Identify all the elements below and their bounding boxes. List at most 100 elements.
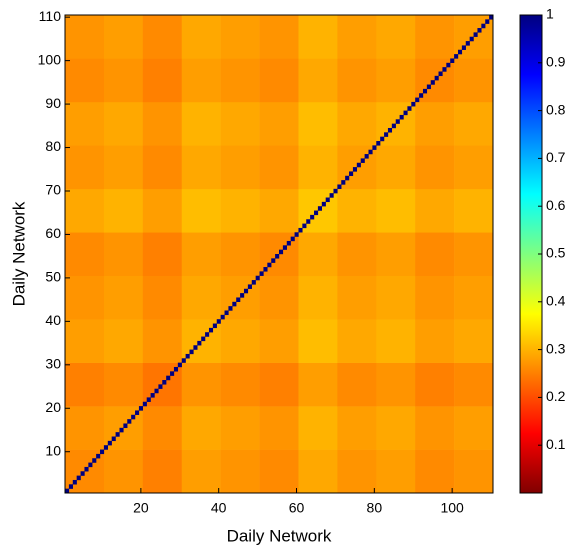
heat-cell (220, 449, 260, 494)
diagonal-cell (481, 23, 486, 29)
heat-cell (220, 101, 260, 146)
heat-cell (298, 362, 338, 407)
heat-cell (259, 145, 299, 190)
diagonal-cell (177, 362, 182, 368)
heat-cell (337, 15, 377, 59)
heat-cell (454, 101, 494, 146)
diagonal-cell (399, 114, 404, 120)
heat-cell (415, 232, 455, 277)
heat-cell (376, 145, 416, 190)
diagonal-cell (162, 380, 167, 385)
heat-cell (454, 188, 494, 233)
diagonal-cell (310, 214, 315, 220)
heat-cell (181, 275, 221, 320)
heat-cell (259, 319, 299, 363)
diagonal-cell (349, 171, 354, 176)
heat-cell (142, 15, 183, 59)
heat-cell (454, 449, 494, 494)
heat-cell (103, 362, 144, 407)
heat-cell (454, 275, 494, 320)
heat-cell (415, 449, 455, 494)
heat-cell (181, 101, 221, 146)
diagonal-cell (275, 254, 280, 259)
heat-cell (454, 319, 494, 363)
diagonal-cell (395, 119, 400, 124)
heat-cell (337, 232, 377, 277)
heat-cell (415, 275, 455, 320)
heat-cell (454, 145, 494, 190)
diagonal-cell (181, 358, 186, 363)
heat-cell (142, 319, 183, 363)
diagonal-cell (438, 71, 443, 77)
diagonal-cell (224, 310, 229, 316)
diagonal-cell (205, 332, 210, 337)
diagonal-cell (419, 93, 424, 98)
diagonal-cell (251, 280, 256, 285)
y-tick-label: 10 (45, 442, 61, 458)
diagonal-cell (267, 262, 272, 268)
diagonal-cell (138, 406, 144, 411)
diagonal-cell (220, 314, 225, 320)
heat-cell (220, 319, 260, 363)
heat-cell (298, 275, 338, 320)
diagonal-cell (166, 375, 171, 381)
diagonal-cell (325, 197, 330, 203)
heat-cell (376, 449, 416, 494)
heat-cell (142, 101, 183, 146)
diagonal-cell (65, 488, 70, 494)
heat-cell (259, 188, 299, 233)
heat-cell (220, 362, 260, 407)
diagonal-cell (255, 275, 260, 281)
heat-cell (454, 362, 494, 407)
diagonal-cell (119, 427, 124, 433)
colorbar-tick-label: 0.8 (546, 101, 566, 117)
diagonal-cell (107, 440, 112, 446)
y-axis-label: Daily Network (9, 201, 28, 306)
heat-cell (337, 362, 377, 407)
heat-cell (142, 232, 183, 277)
diagonal-cell (457, 49, 463, 55)
diagonal-cell (208, 327, 214, 333)
heat-cell (337, 58, 377, 103)
colorbar-tick-label: 0.7 (546, 149, 566, 165)
diagonal-cell (96, 453, 101, 459)
diagonal-cell (271, 258, 276, 263)
diagonal-cell (236, 297, 241, 302)
x-tick-label: 60 (289, 500, 305, 516)
diagonal-cell (407, 106, 412, 111)
heat-cell (142, 275, 183, 320)
diagonal-cell (131, 414, 136, 420)
colorbar-tick-label: 0.2 (546, 388, 566, 404)
diagonal-cell (450, 58, 455, 63)
diagonal-cell (434, 75, 439, 81)
diagonal-cell (263, 267, 268, 272)
diagonal-cell (232, 301, 237, 307)
heat-cell (259, 101, 299, 146)
heat-cell (376, 58, 416, 103)
heat-cell (142, 406, 183, 450)
diagonal-cell (88, 462, 93, 468)
heat-cell (376, 275, 416, 320)
colorbar-tick-label: 1 (546, 6, 554, 22)
heat-cell (337, 275, 377, 320)
heat-cell (220, 188, 260, 233)
diagonal-cell (352, 167, 358, 172)
heat-cell (142, 188, 183, 233)
heat-cell (103, 319, 144, 363)
heat-cell (181, 15, 221, 59)
heat-cell (298, 449, 338, 494)
diagonal-cell (115, 432, 120, 437)
diagonal-cell (189, 349, 194, 355)
heat-cell (376, 15, 416, 59)
x-tick-label: 100 (440, 500, 464, 516)
heat-cell (181, 188, 221, 233)
y-tick-label: 70 (45, 182, 61, 198)
heat-cell (65, 145, 105, 190)
y-tick-label: 80 (45, 138, 61, 154)
heat-cell (65, 362, 105, 407)
diagonal-cell (422, 88, 428, 94)
heat-cell (103, 101, 144, 146)
x-tick-label: 20 (133, 500, 149, 516)
diagonal-cell (317, 206, 322, 211)
diagonal-cell (80, 471, 85, 476)
